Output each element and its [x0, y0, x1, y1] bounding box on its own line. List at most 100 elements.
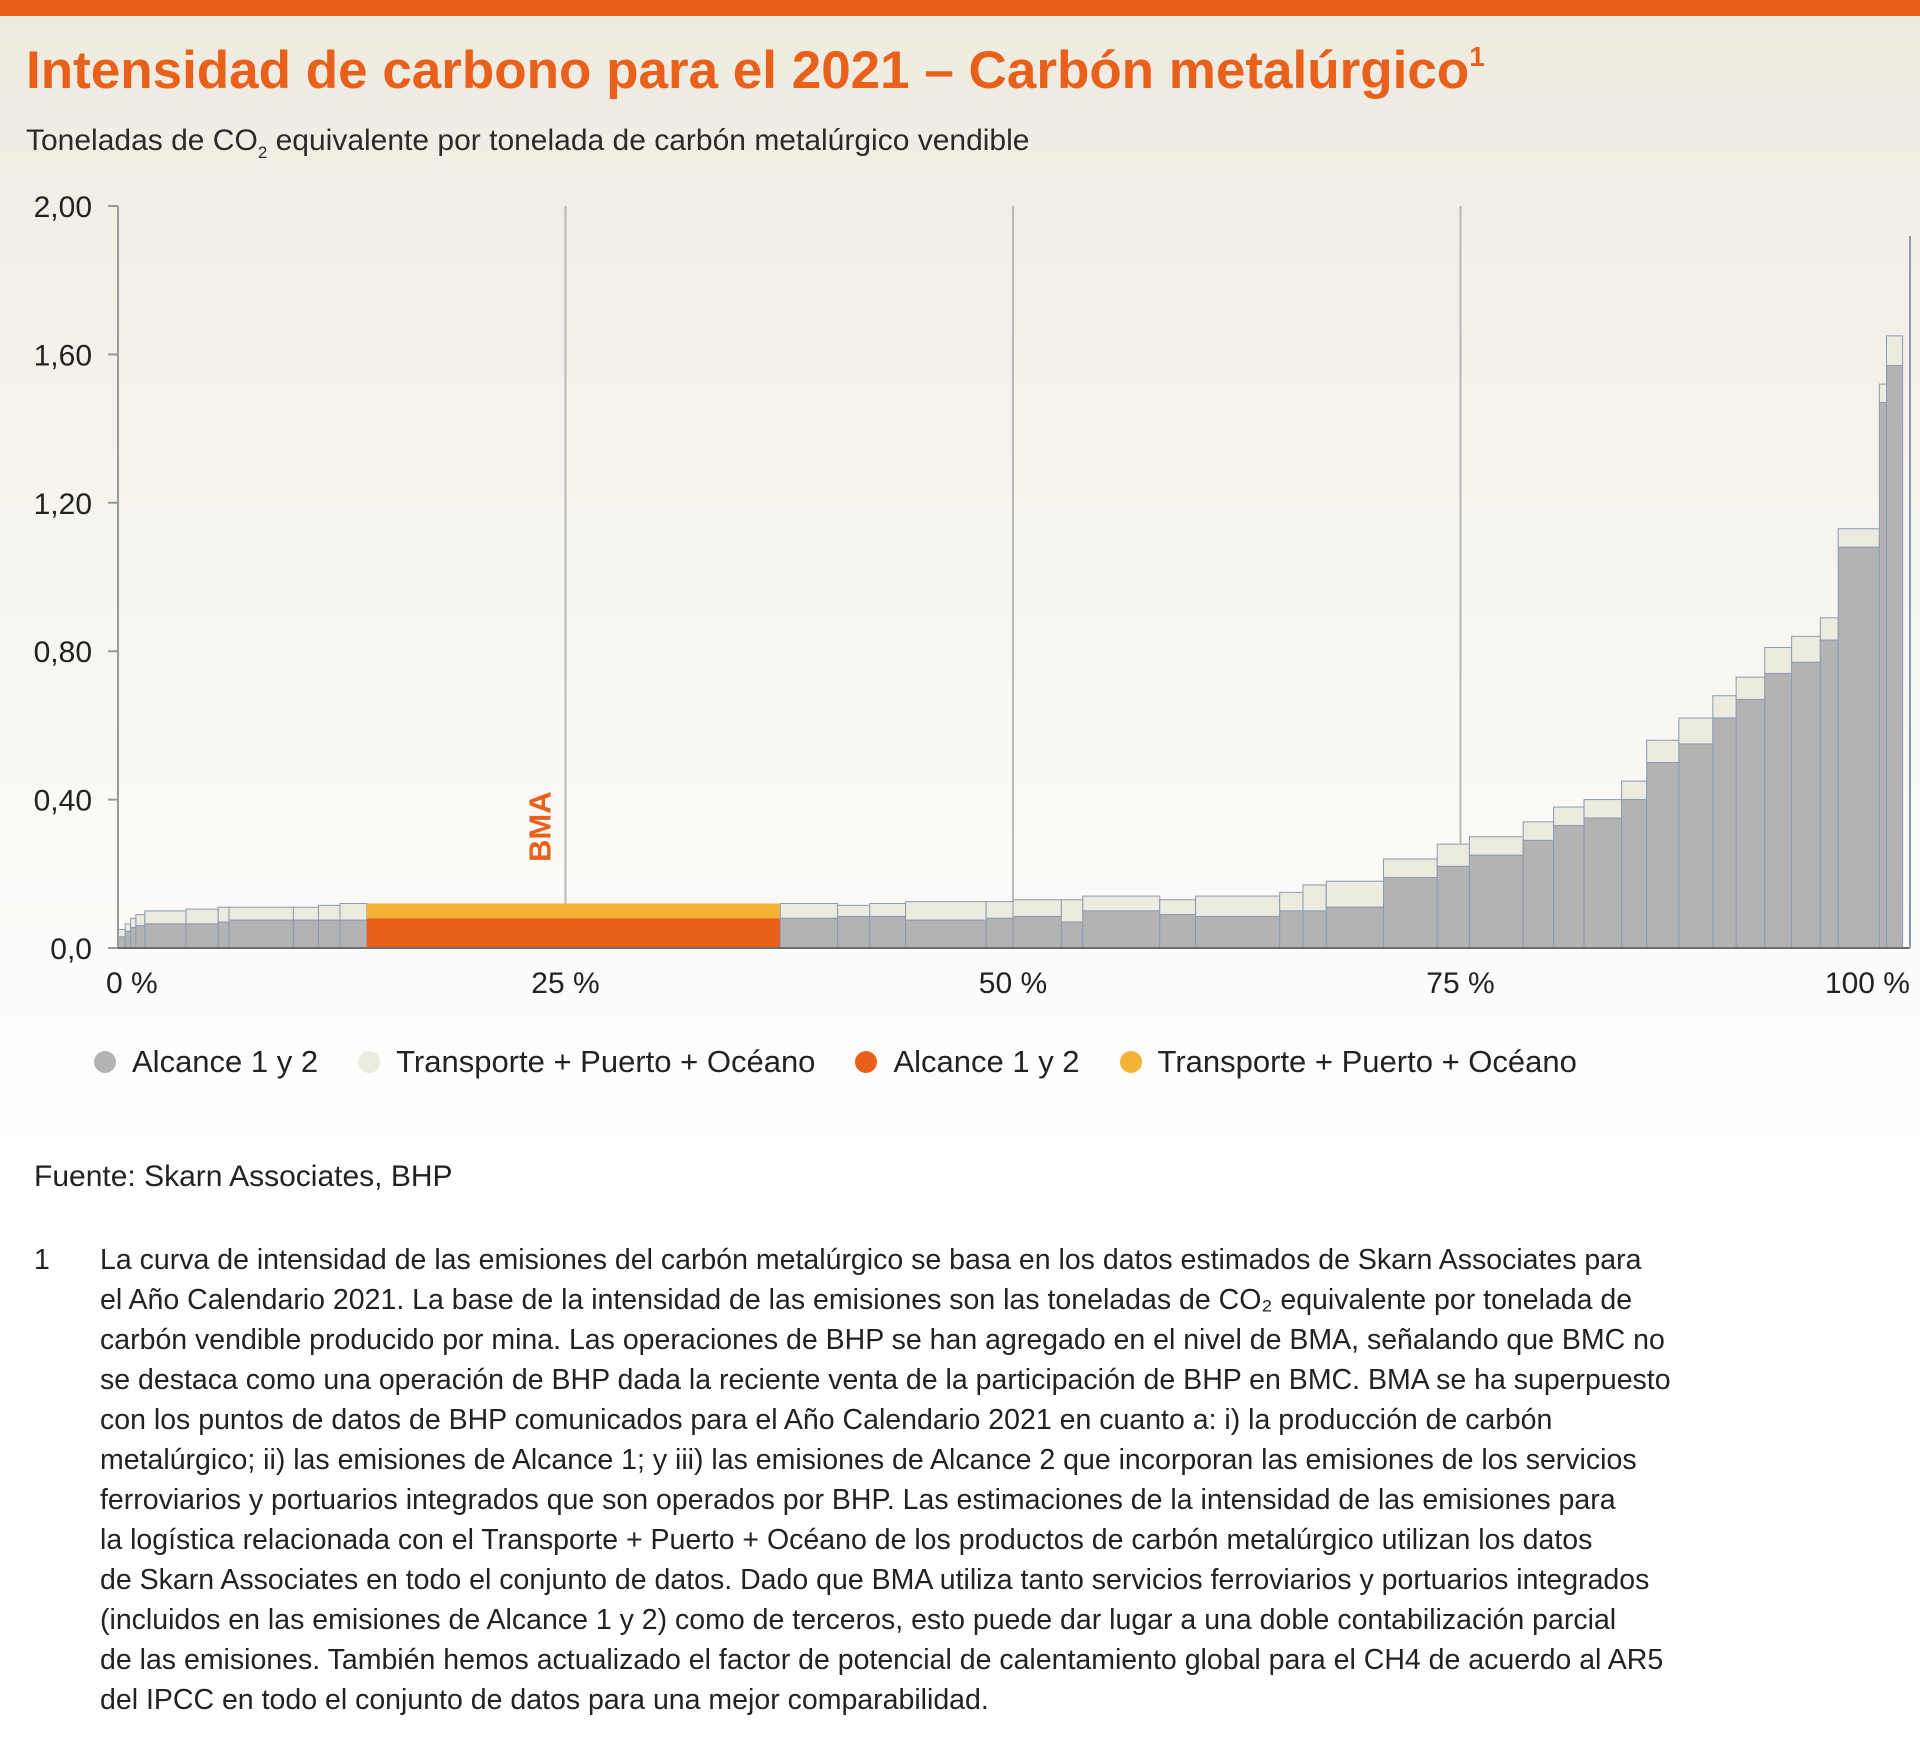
- scope12-bar: [837, 915, 871, 949]
- x-tick-label: 100 %: [1825, 967, 1910, 1000]
- source-note: Fuente: Skarn Associates, BHP: [34, 1160, 453, 1193]
- footnote-line: se destaca como una operación de BHP dad…: [100, 1364, 1671, 1396]
- scope12-bar: [1764, 672, 1793, 949]
- footnote-line: la logística relacionada con el Transpor…: [100, 1524, 1593, 1556]
- x-tick-label: 0 %: [106, 967, 158, 1000]
- scope12-bar: [985, 917, 1014, 949]
- transport-bar: [1712, 695, 1737, 719]
- subtitle-text-pre: Toneladas de CO: [26, 124, 258, 157]
- scope12-bar: [1522, 839, 1555, 949]
- footnote-line: con los puntos de datos de BHP comunicad…: [100, 1404, 1553, 1436]
- transport-bar: [1735, 676, 1766, 700]
- transport-bar: [124, 923, 132, 932]
- transport-bar: [228, 906, 294, 921]
- scope12-bar: [124, 930, 132, 949]
- legend-item-bma-scope12: Alcance 1 y 2: [855, 1044, 1080, 1080]
- transport-bar: [130, 917, 137, 929]
- y-tick-label: 1,20: [34, 488, 92, 521]
- annotations: BMA: [523, 791, 558, 862]
- y-tick-labels: 0,0 0,40 0,80 1,20 1,60 2,00: [34, 191, 118, 966]
- scope12-bar: [869, 915, 907, 949]
- y-tick-label: 0,80: [34, 636, 92, 669]
- legend-label: Alcance 1 y 2: [893, 1044, 1080, 1079]
- transport-bar: [1436, 843, 1470, 867]
- legend-dot-yellow-icon: [1119, 1051, 1142, 1073]
- scope12-bar: [1735, 698, 1766, 949]
- footnote-line: de Skarn Associates en todo el conjunto …: [100, 1564, 1650, 1596]
- transport-bar: [292, 906, 319, 921]
- bma-annotation-label: BMA: [523, 791, 558, 862]
- transport-bar: [1468, 836, 1524, 856]
- legend-item-industry-transport: Transporte + Puerto + Océano: [358, 1044, 815, 1080]
- x-tick-label: 75 %: [1426, 967, 1494, 1000]
- chart-title: Intensidad de carbono para el 2021 – Car…: [26, 40, 1485, 101]
- legend-label: Transporte + Puerto + Océano: [1157, 1044, 1577, 1079]
- legend-dot-orange-icon: [855, 1051, 878, 1073]
- x-tick-labels: 0 % 25 % 50 % 75 % 100 %: [106, 967, 1910, 1000]
- scope12-bar: [1159, 914, 1197, 949]
- scope12-bar: [1553, 825, 1585, 949]
- top-accent-bar: [0, 0, 1920, 16]
- scope12-bar: [1325, 906, 1385, 949]
- scope12-bar: [292, 919, 319, 949]
- transport-bar: [1195, 895, 1281, 917]
- scope12-bar: [317, 919, 341, 949]
- scope12-bar: [339, 919, 368, 949]
- scope12-bar: [1678, 743, 1714, 949]
- axes: [117, 206, 1911, 949]
- scope12-bar: [228, 919, 294, 949]
- legend-item-industry-scope12: Alcance 1 y 2: [94, 1044, 318, 1080]
- transport-bar: [144, 910, 187, 925]
- transport-bar: [837, 904, 871, 917]
- transport-bar: [1886, 335, 1904, 367]
- legend-dot-gray-icon: [94, 1051, 116, 1073]
- transport-bar: [1279, 891, 1304, 912]
- transport-bar: [1082, 895, 1161, 912]
- y-tick-label: 1,60: [34, 339, 92, 372]
- scope12-bar: [144, 923, 187, 949]
- transport-bar: [1060, 899, 1084, 923]
- transport-bar: [1553, 806, 1585, 827]
- scope12-bar: [130, 927, 137, 949]
- transport-bar: [985, 901, 1014, 919]
- scope12-bar: [1060, 921, 1084, 949]
- transport-bar: [1383, 858, 1438, 879]
- y-tick-label: 0,40: [34, 785, 92, 818]
- title-footnote-marker: 1: [1469, 41, 1485, 72]
- footnote-line: del IPCC en todo el conjunto de datos pa…: [100, 1684, 989, 1716]
- transport-bar: [1878, 383, 1888, 404]
- bars: [117, 335, 1904, 949]
- scope12-bar: [1886, 365, 1904, 949]
- scope12-bar: [1302, 910, 1327, 949]
- transport-bar: [117, 928, 126, 938]
- transport-bar: [339, 902, 368, 921]
- transport-bar: [1159, 899, 1197, 916]
- bma-transport-bar: [366, 903, 781, 919]
- transport-bar: [1583, 799, 1623, 819]
- transport-bar: [1522, 821, 1555, 841]
- footnote-line: el Año Calendario 2021. La base de la in…: [100, 1284, 1633, 1316]
- transport-bar: [135, 914, 146, 927]
- chart-subtitle: Toneladas de CO2 equivalente por tonelad…: [26, 124, 1029, 163]
- legend-label: Transporte + Puerto + Océano: [396, 1044, 816, 1079]
- x-tick-label: 50 %: [979, 967, 1047, 1000]
- gridlines: [564, 206, 1462, 948]
- transport-bar: [905, 901, 987, 921]
- transport-bar: [1646, 739, 1680, 763]
- transport-bar: [185, 908, 219, 925]
- scope12-bar: [1468, 854, 1524, 949]
- transport-bar: [779, 902, 839, 919]
- footnote-line: (incluidos en las emisiones de Alcance 1…: [100, 1604, 1617, 1636]
- footnote-number: 1: [34, 1244, 50, 1276]
- scope12-bar: [1383, 877, 1438, 949]
- transport-bar: [317, 904, 341, 921]
- footnote-line: metalúrgico; ii) las emisiones de Alcanc…: [100, 1444, 1637, 1476]
- transport-bar: [1678, 717, 1714, 745]
- transport-bar: [1819, 617, 1839, 641]
- chart-title-text: Intensidad de carbono para el 2021 – Car…: [26, 41, 1470, 100]
- transport-bar: [1764, 646, 1793, 674]
- scope12-bar: [1583, 817, 1623, 949]
- scope12-bar: [1195, 915, 1281, 949]
- scope12-bar: [1712, 717, 1737, 949]
- transport-bar: [1837, 528, 1880, 548]
